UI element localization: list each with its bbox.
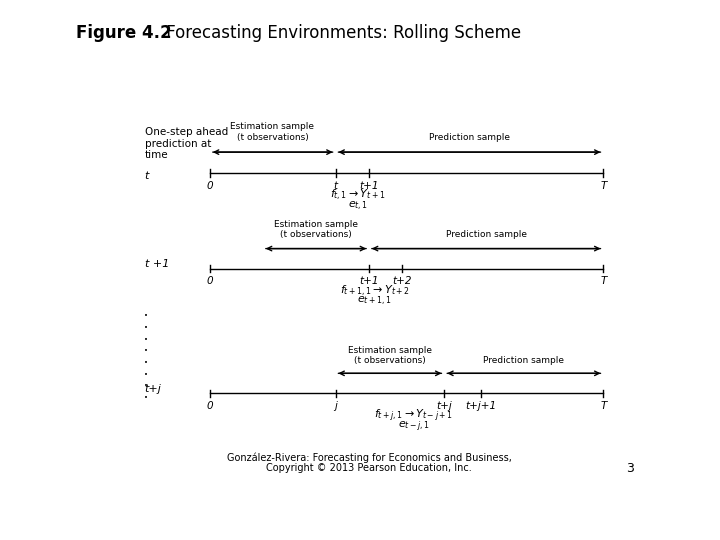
Text: $e_{t-j,1}$: $e_{t-j,1}$ bbox=[397, 420, 430, 434]
Text: Prediction sample: Prediction sample bbox=[429, 133, 510, 141]
Text: González-Rivera: Forecasting for Economics and Business,: González-Rivera: Forecasting for Economi… bbox=[227, 453, 511, 463]
Text: t+j: t+j bbox=[436, 401, 452, 411]
Text: t+1: t+1 bbox=[359, 181, 379, 191]
Text: 3: 3 bbox=[626, 462, 634, 475]
Text: t+1: t+1 bbox=[359, 276, 379, 286]
Text: $e_{t,1}$: $e_{t,1}$ bbox=[348, 200, 368, 213]
Text: •: • bbox=[144, 372, 148, 377]
Text: 0: 0 bbox=[207, 401, 213, 411]
Text: t: t bbox=[145, 171, 149, 181]
Text: Estimation sample
(t observations): Estimation sample (t observations) bbox=[230, 123, 315, 141]
Text: T: T bbox=[600, 276, 606, 286]
Text: Estimation sample
(t observations): Estimation sample (t observations) bbox=[348, 346, 432, 365]
Text: •: • bbox=[144, 325, 148, 331]
Text: t: t bbox=[333, 181, 338, 191]
Text: •: • bbox=[144, 395, 148, 401]
Text: $f_{t+1,1} \rightarrow Y_{t+2}$: $f_{t+1,1} \rightarrow Y_{t+2}$ bbox=[340, 284, 410, 299]
Text: Prediction sample: Prediction sample bbox=[483, 356, 564, 365]
Text: •: • bbox=[144, 336, 148, 343]
Text: $f_{t,1} \rightarrow Y_{t+1}$: $f_{t,1} \rightarrow Y_{t+1}$ bbox=[330, 188, 386, 204]
Text: $f_{t+j,1} \rightarrow Y_{t-j+1}$: $f_{t+j,1} \rightarrow Y_{t-j+1}$ bbox=[374, 408, 453, 424]
Text: Figure 4.2: Figure 4.2 bbox=[76, 24, 171, 42]
Text: Prediction sample: Prediction sample bbox=[446, 231, 527, 239]
Text: •: • bbox=[144, 348, 148, 354]
Text: •: • bbox=[144, 313, 148, 319]
Text: T: T bbox=[600, 181, 606, 191]
Text: One-step ahead
prediction at
time: One-step ahead prediction at time bbox=[145, 127, 228, 160]
Text: Forecasting Environments: Rolling Scheme: Forecasting Environments: Rolling Scheme bbox=[161, 24, 521, 42]
Text: j: j bbox=[334, 401, 337, 411]
Text: T: T bbox=[600, 401, 606, 411]
Text: $e_{t+1,1}$: $e_{t+1,1}$ bbox=[357, 295, 392, 308]
Text: Copyright © 2013 Pearson Education, Inc.: Copyright © 2013 Pearson Education, Inc. bbox=[266, 463, 472, 473]
Text: Estimation sample
(t observations): Estimation sample (t observations) bbox=[274, 220, 358, 239]
Text: t +1: t +1 bbox=[145, 259, 169, 269]
Text: t+j: t+j bbox=[145, 384, 161, 394]
Text: •: • bbox=[144, 383, 148, 389]
Text: 0: 0 bbox=[207, 276, 213, 286]
Text: t+2: t+2 bbox=[392, 276, 413, 286]
Text: 0: 0 bbox=[207, 181, 213, 191]
Text: •: • bbox=[144, 360, 148, 366]
Text: t+j+1: t+j+1 bbox=[465, 401, 496, 411]
